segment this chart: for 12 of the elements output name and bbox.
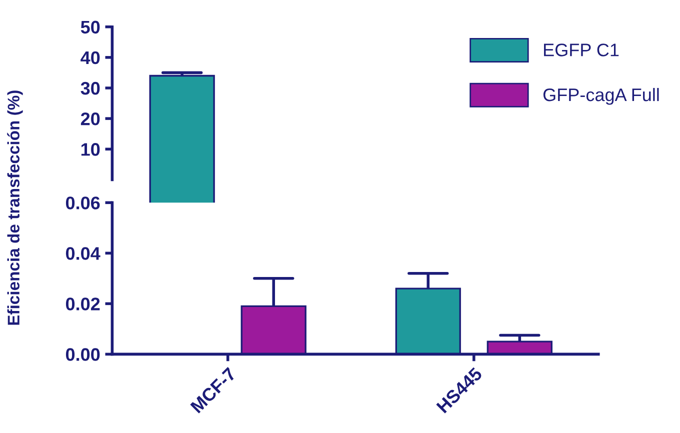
y-tick-label: 40 [80,51,100,64]
legend-label: EGFP C1 [544,44,619,56]
y-tick-label: 30 [80,82,100,95]
y-tick-label: 50 [80,20,100,34]
y-axis-title: Eficiencia de transfección (%) [7,90,23,325]
legend-label: GFP-cagA Full [543,88,659,105]
y-tick-label: 0.00 [66,348,100,361]
y-tick-label: 0.02 [66,298,100,310]
y-tick-label: 10 [81,143,100,156]
y-tick-label: 0.06 [66,196,100,210]
y-tick-label: 20 [80,112,100,126]
y-tick-label: 0.04 [66,247,100,260]
